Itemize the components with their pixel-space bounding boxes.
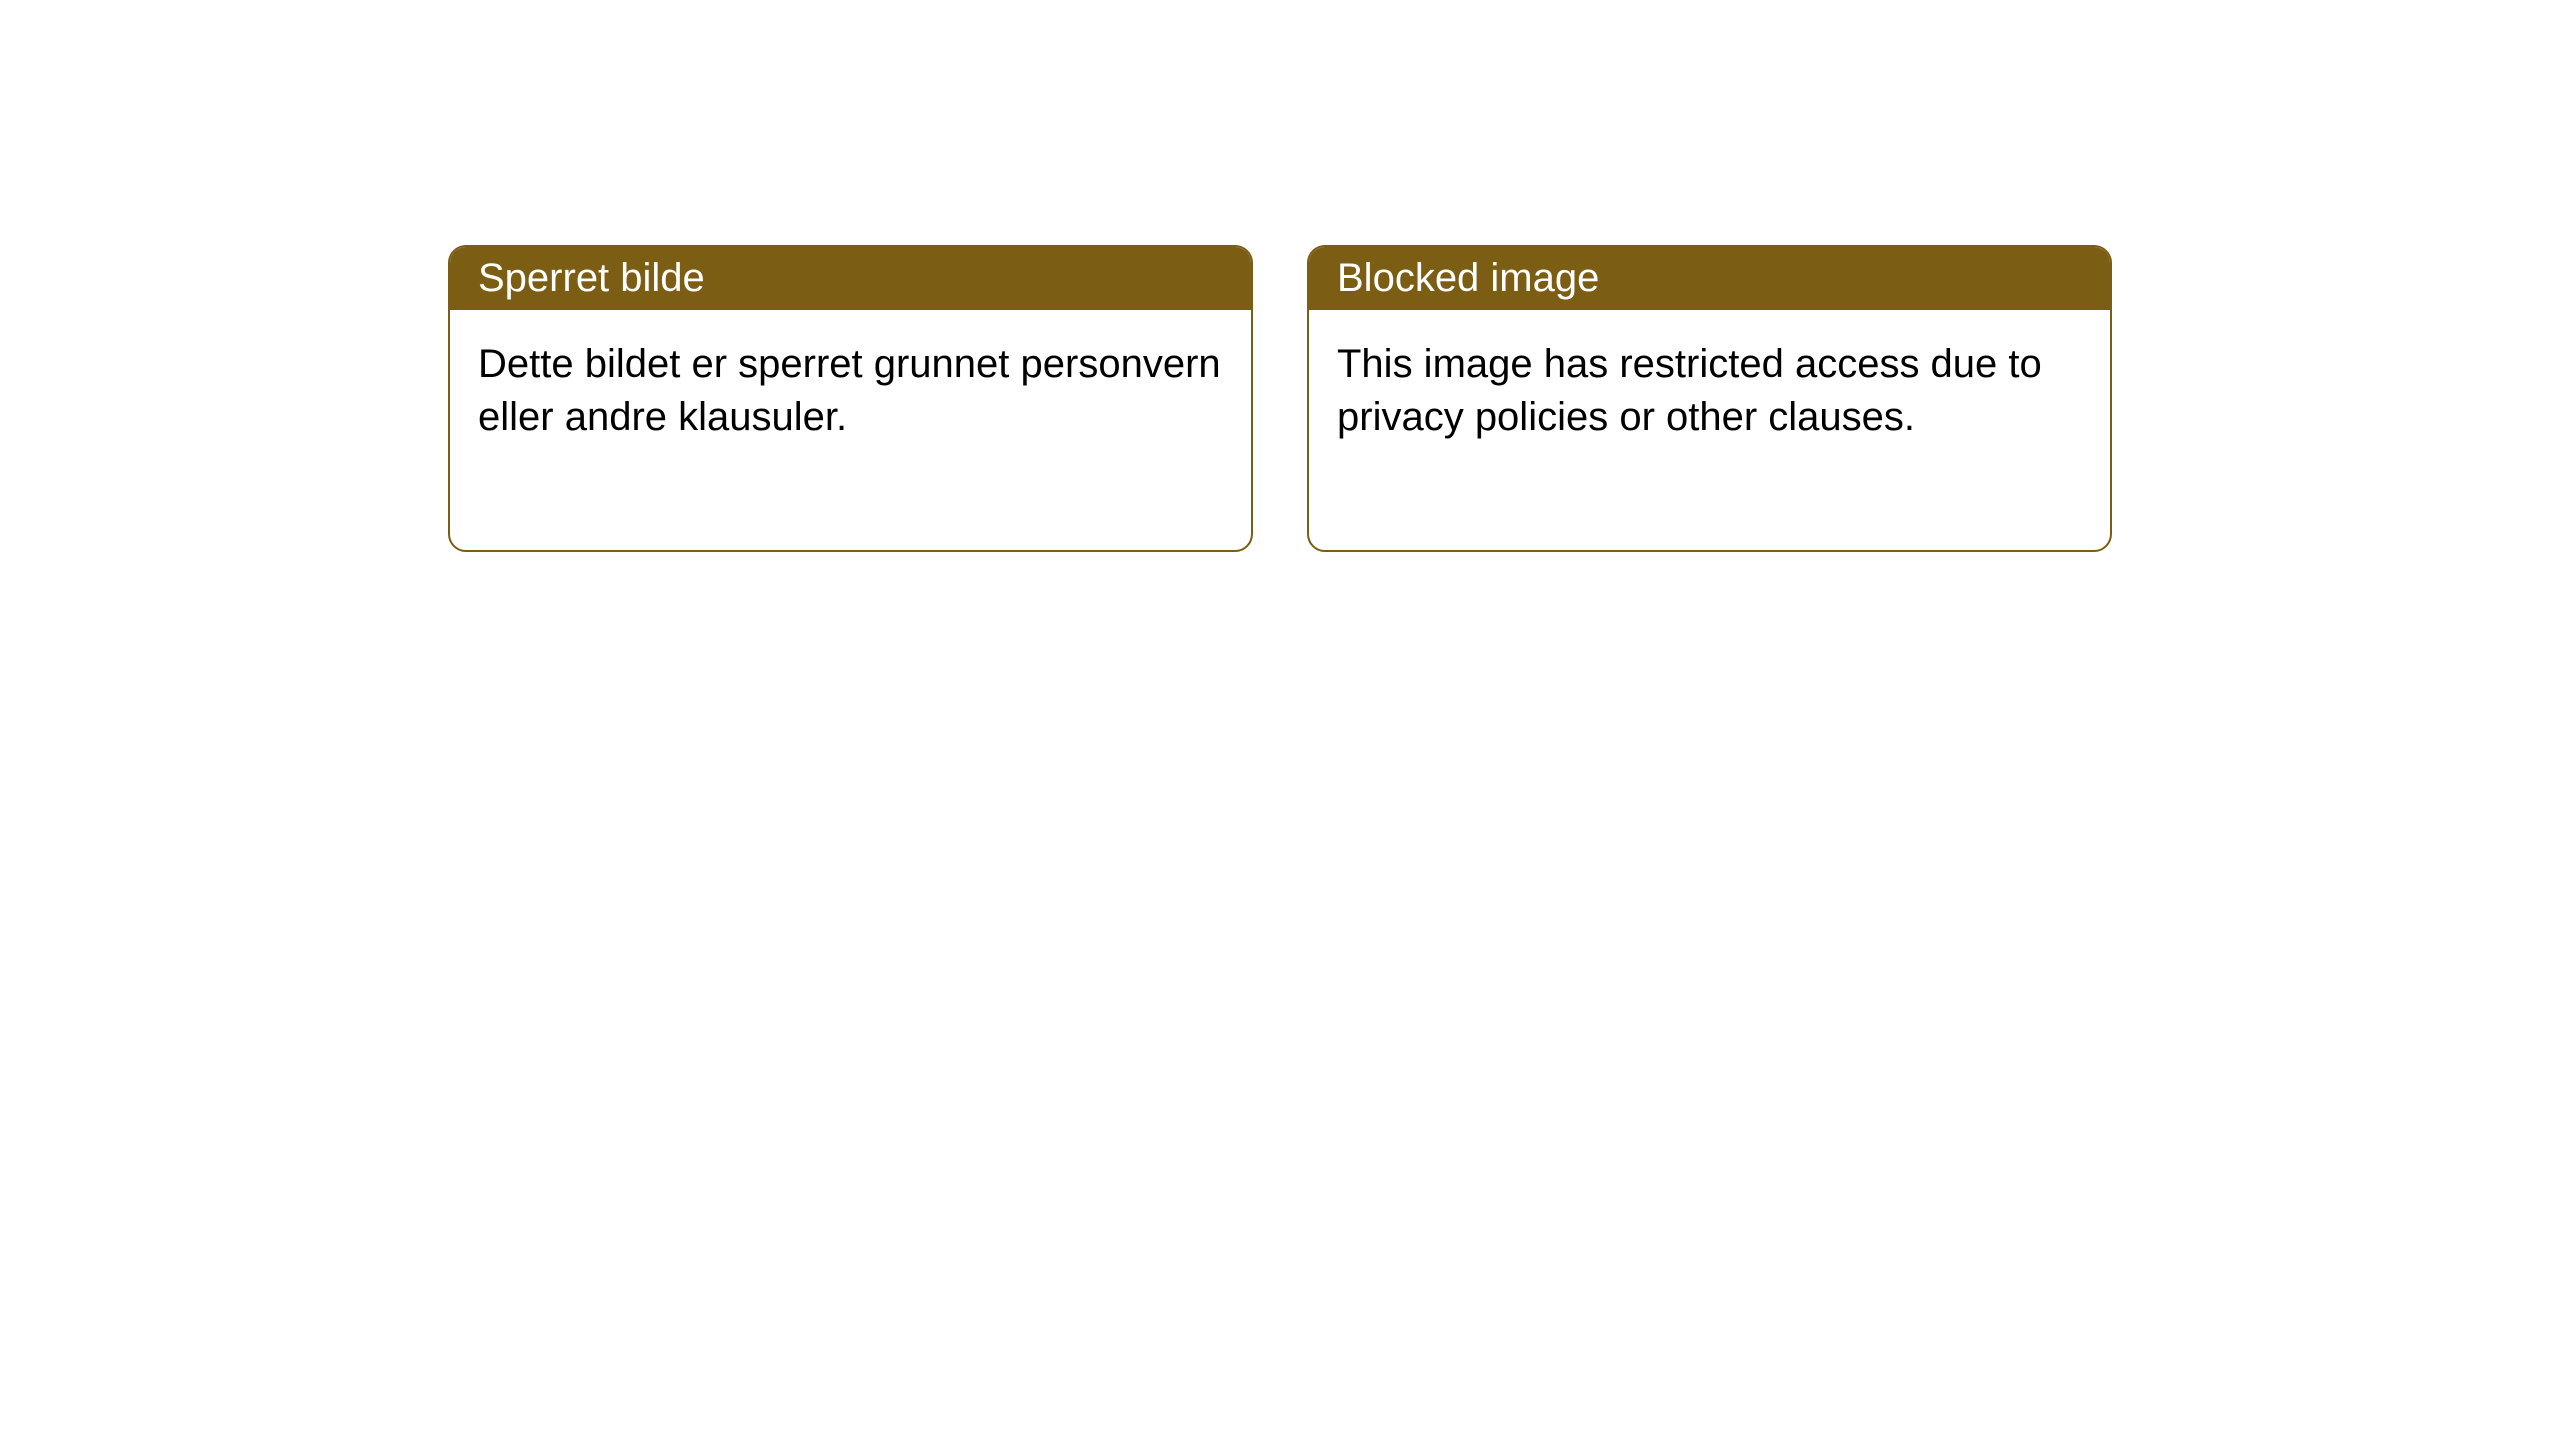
card-title: Sperret bilde (478, 256, 705, 300)
notice-cards-row: Sperret bilde Dette bildet er sperret gr… (448, 245, 2112, 552)
card-body-text: Dette bildet er sperret grunnet personve… (478, 342, 1221, 439)
card-body-text: This image has restricted access due to … (1337, 342, 2042, 439)
notice-card-norwegian: Sperret bilde Dette bildet er sperret gr… (448, 245, 1253, 552)
card-header: Sperret bilde (450, 247, 1251, 310)
card-body: Dette bildet er sperret grunnet personve… (450, 310, 1251, 550)
notice-card-english: Blocked image This image has restricted … (1307, 245, 2112, 552)
card-title: Blocked image (1337, 256, 1599, 300)
card-body: This image has restricted access due to … (1309, 310, 2110, 550)
card-header: Blocked image (1309, 247, 2110, 310)
